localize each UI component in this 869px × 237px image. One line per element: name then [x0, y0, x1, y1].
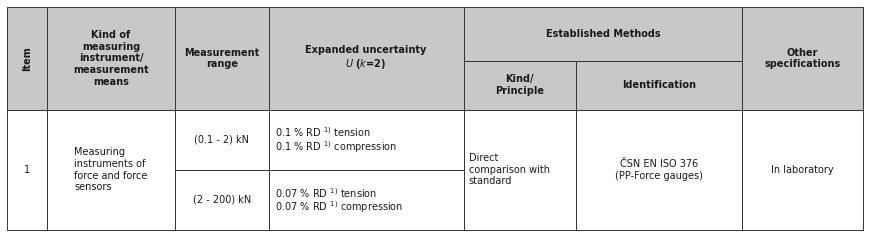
Text: (2 - 200) kN: (2 - 200) kN — [193, 195, 251, 205]
Text: Expanded uncertainty
$U$ ($k$=2): Expanded uncertainty $U$ ($k$=2) — [305, 45, 426, 71]
Bar — [269, 170, 463, 230]
Text: Measuring
instruments of
force and force
sensors: Measuring instruments of force and force… — [75, 147, 148, 192]
Text: Other
specifications: Other specifications — [764, 48, 839, 69]
Bar — [47, 7, 176, 109]
Bar — [463, 61, 575, 109]
Text: Direct
comparison with
standard: Direct comparison with standard — [468, 153, 549, 186]
Text: In laboratory: In laboratory — [771, 165, 833, 175]
Text: Established Methods: Established Methods — [545, 29, 660, 39]
Text: (0.1 - 2) kN: (0.1 - 2) kN — [194, 135, 249, 145]
Bar — [176, 109, 269, 170]
Bar — [269, 7, 463, 109]
Bar — [463, 7, 741, 61]
Bar — [176, 7, 269, 109]
Text: 1: 1 — [23, 165, 30, 175]
Bar — [741, 109, 862, 230]
Bar — [741, 7, 862, 109]
Text: 0.07 % RD $^{1)}$ compression: 0.07 % RD $^{1)}$ compression — [275, 199, 403, 215]
Text: 0.07 % RD $^{1)}$ tension: 0.07 % RD $^{1)}$ tension — [275, 186, 377, 200]
Bar — [176, 170, 269, 230]
Bar — [575, 61, 741, 109]
Bar — [575, 109, 741, 230]
Text: Kind of
measuring
instrument/
measurement
means: Kind of measuring instrument/ measuremen… — [73, 30, 149, 87]
Text: Kind/
Principle: Kind/ Principle — [494, 74, 543, 96]
Bar — [269, 109, 463, 170]
Text: 0.1 % RD $^{1)}$ tension: 0.1 % RD $^{1)}$ tension — [275, 126, 371, 139]
Bar — [7, 109, 47, 230]
Text: Item: Item — [22, 46, 32, 71]
Bar — [7, 7, 47, 109]
Text: ČSN EN ISO 376
(PP-Force gauges): ČSN EN ISO 376 (PP-Force gauges) — [614, 159, 702, 181]
Text: Measurement
range: Measurement range — [184, 48, 259, 69]
Text: Identification: Identification — [621, 80, 695, 90]
Text: 0.1 % RD $^{1)}$ compression: 0.1 % RD $^{1)}$ compression — [275, 139, 397, 155]
Bar — [463, 109, 575, 230]
Bar — [47, 109, 176, 230]
